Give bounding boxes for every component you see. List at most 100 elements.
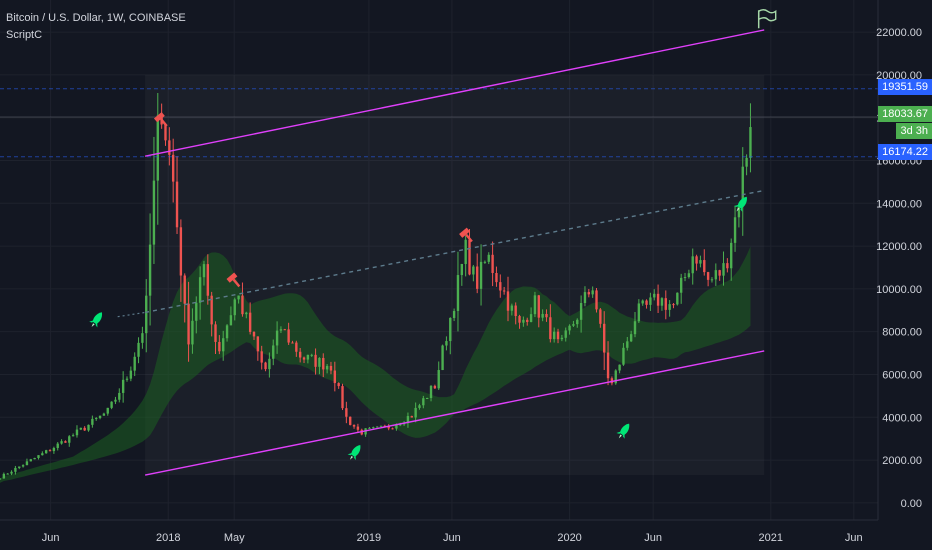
candle-body (25, 461, 29, 466)
candle-body (699, 260, 702, 264)
candle-body (591, 290, 594, 295)
candle-body (195, 302, 198, 321)
hammer-handle (465, 233, 473, 243)
rocket-flame (618, 434, 622, 439)
candle-body (375, 426, 379, 428)
time-axis[interactable]: Jun 2018 May 2019 Jun 2020 Jun 2021 Jun (42, 532, 863, 544)
candle-body (703, 260, 706, 273)
candle-body (626, 341, 629, 348)
current-price-label: 18033.67 (878, 106, 932, 122)
candle-body (537, 295, 540, 318)
price-tick-label: 14000.00 (876, 198, 922, 210)
candle-body (56, 443, 59, 448)
flag-cloth (757, 9, 777, 22)
candle-body (275, 330, 279, 346)
time-tick-label: Jun (845, 532, 863, 544)
candle-body (302, 357, 306, 360)
candle-body (468, 239, 471, 275)
candle-body (6, 473, 9, 475)
candle-body (64, 441, 67, 443)
candle-body (510, 305, 514, 311)
candle-body (749, 127, 752, 158)
rocket-body (351, 444, 361, 457)
candle-body (545, 313, 548, 318)
symbol-title[interactable]: Bitcoin / U.S. Dollar, 1W, COINBASE (6, 12, 186, 24)
candle-body (610, 378, 614, 384)
candle-body (372, 427, 375, 429)
candle-body (329, 365, 333, 371)
candle-body (706, 272, 710, 280)
candle-body (133, 356, 136, 371)
candle-body (433, 385, 437, 389)
rocket-flame (91, 323, 95, 328)
candle-body (98, 415, 102, 419)
candle-body (37, 455, 40, 458)
candle-body (387, 426, 390, 429)
candle-body (379, 425, 383, 427)
candle-body (502, 290, 506, 292)
hammer-icon (459, 227, 473, 243)
rocket-fins (89, 320, 98, 328)
candle-body (730, 242, 733, 269)
time-tick-label: 2019 (357, 532, 381, 544)
rocket-icon (734, 196, 747, 212)
price-tick-label: 0.00 (901, 498, 922, 510)
candle-body (418, 405, 421, 408)
candle-body (0, 478, 2, 480)
candle-body (683, 277, 687, 279)
candle-body (241, 295, 244, 315)
candle-body (653, 293, 656, 298)
time-tick-label: Jun (644, 532, 662, 544)
candle-body (583, 292, 587, 304)
flag-icon (757, 9, 777, 29)
candle-body (156, 115, 159, 181)
channel-mid-line (145, 189, 765, 314)
candle-body (264, 362, 267, 370)
countdown-label: 3d 3h (896, 123, 932, 139)
time-tick-label: Jun (42, 532, 60, 544)
candle-body (425, 397, 429, 399)
candle-body (10, 471, 13, 474)
candle-body (460, 263, 464, 276)
candle-body (121, 379, 125, 393)
price-tick-label: 6000.00 (882, 369, 922, 381)
candle-body (222, 338, 225, 352)
price-tick-label: 8000.00 (882, 327, 922, 339)
candle-body (672, 304, 675, 306)
candle-body (183, 275, 186, 304)
candle-body (491, 254, 494, 273)
candle-body (306, 354, 310, 360)
candle-body (622, 347, 625, 365)
candle-body (68, 436, 71, 443)
candle-body (206, 264, 210, 296)
candle-body (91, 418, 94, 425)
candle-body (79, 427, 83, 430)
candle-body (679, 277, 683, 293)
price-tick-label: 12000.00 (876, 241, 922, 253)
rocket-fins (347, 452, 356, 461)
candle-body (237, 295, 240, 300)
candle-body (645, 300, 648, 305)
candle-body (148, 244, 152, 296)
candle-body (676, 292, 679, 305)
indicator-name[interactable]: ScriptC (6, 29, 43, 41)
candle-body (422, 398, 425, 406)
price-tick-label: 10000.00 (876, 284, 922, 296)
candle-body (106, 407, 109, 414)
channel-range-box (145, 75, 764, 475)
candle-body (256, 336, 260, 352)
candle-body (233, 299, 236, 316)
candle-body (29, 459, 32, 462)
upper-price-label: 19351.59 (878, 79, 932, 95)
candle-body (71, 435, 75, 437)
candle-body (737, 206, 741, 218)
candle-body (572, 324, 575, 326)
candle-body (310, 354, 313, 356)
signal-markers (89, 9, 777, 461)
candle-body (599, 309, 602, 324)
candle-body (560, 337, 564, 340)
candle-body (668, 304, 671, 310)
candle-body (272, 345, 275, 359)
candle-body (60, 441, 63, 444)
